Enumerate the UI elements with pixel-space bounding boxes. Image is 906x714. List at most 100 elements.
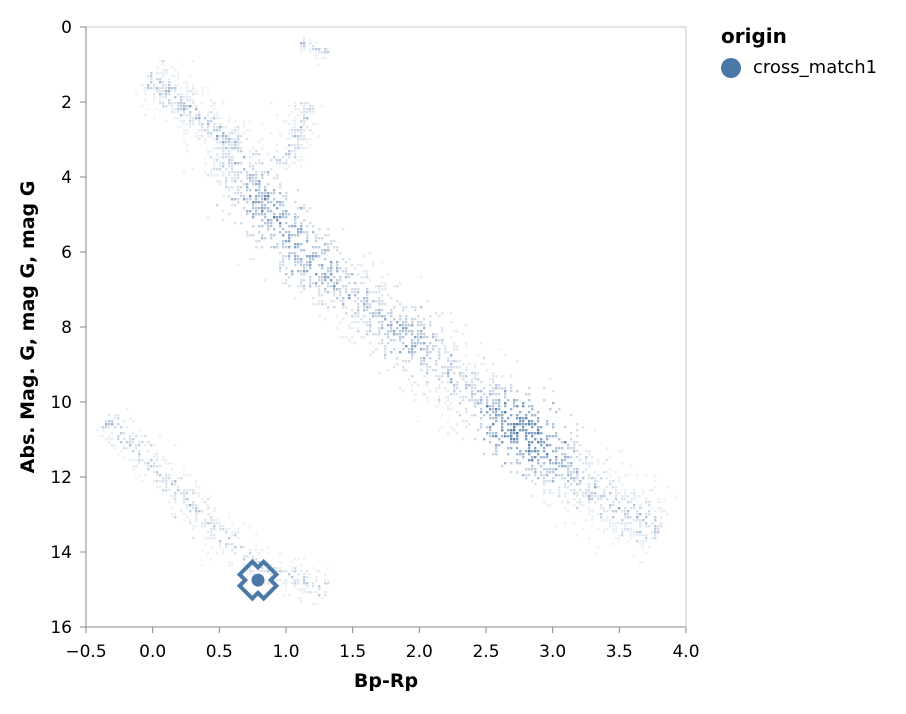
density-cell <box>318 300 321 303</box>
density-cell <box>333 276 336 279</box>
density-cell <box>474 405 477 408</box>
density-cell <box>297 147 300 150</box>
density-cell <box>411 348 414 351</box>
density-cell <box>186 132 189 135</box>
density-cell <box>555 459 558 462</box>
density-cell <box>225 531 228 534</box>
density-cell <box>159 465 162 468</box>
density-cell <box>387 333 390 336</box>
density-cell <box>336 261 339 264</box>
density-cell <box>636 516 639 519</box>
density-cell <box>618 492 621 495</box>
density-cell <box>489 441 492 444</box>
density-cell <box>222 165 225 168</box>
density-cell <box>306 261 309 264</box>
density-cell <box>189 114 192 117</box>
density-cell <box>162 489 165 492</box>
density-cell <box>183 519 186 522</box>
density-cell <box>510 408 513 411</box>
density-cell <box>222 162 225 165</box>
density-cell <box>198 114 201 117</box>
density-cell <box>528 450 531 453</box>
density-cell <box>660 525 663 528</box>
density-cell <box>171 462 174 465</box>
density-cell <box>291 162 294 165</box>
density-cell <box>138 444 141 447</box>
density-cell <box>558 447 561 450</box>
density-cell <box>246 234 249 237</box>
density-cell <box>567 501 570 504</box>
density-cell <box>165 462 168 465</box>
density-cell <box>204 129 207 132</box>
density-cell <box>201 87 204 90</box>
density-cell <box>627 501 630 504</box>
density-cell <box>567 498 570 501</box>
density-cell <box>462 372 465 375</box>
density-cell <box>189 510 192 513</box>
density-cell <box>402 309 405 312</box>
density-cell <box>285 279 288 282</box>
density-cell <box>243 123 246 126</box>
density-cell <box>231 132 234 135</box>
density-cell <box>270 564 273 567</box>
density-cell <box>222 141 225 144</box>
density-cell <box>303 138 306 141</box>
density-cell <box>273 216 276 219</box>
density-cell <box>261 177 264 180</box>
density-cell <box>246 177 249 180</box>
density-cell <box>315 240 318 243</box>
density-cell <box>246 210 249 213</box>
density-cell <box>414 342 417 345</box>
density-cell <box>588 498 591 501</box>
density-cell <box>516 435 519 438</box>
density-cell <box>555 462 558 465</box>
density-cell <box>453 387 456 390</box>
density-cell <box>657 507 660 510</box>
data-point[interactable] <box>251 573 265 587</box>
density-cell <box>243 558 246 561</box>
density-cell <box>285 159 288 162</box>
density-cell <box>285 210 288 213</box>
density-cell <box>231 180 234 183</box>
density-cell <box>198 111 201 114</box>
density-cell <box>426 363 429 366</box>
density-cell <box>315 123 318 126</box>
density-cell <box>309 261 312 264</box>
density-cell <box>636 510 639 513</box>
series-points <box>236 558 280 602</box>
density-cell <box>453 372 456 375</box>
density-cell <box>552 477 555 480</box>
density-cell <box>315 255 318 258</box>
density-cell <box>138 474 141 477</box>
density-cell <box>210 522 213 525</box>
density-cell <box>588 537 591 540</box>
density-cell <box>159 99 162 102</box>
density-cell <box>324 288 327 291</box>
density-cell <box>402 327 405 330</box>
density-cell <box>279 561 282 564</box>
density-cell <box>267 570 270 573</box>
density-cell <box>216 204 219 207</box>
density-cell <box>438 354 441 357</box>
density-cell <box>213 102 216 105</box>
density-cell <box>252 183 255 186</box>
density-cell <box>312 246 315 249</box>
legend-entry-cross-match1[interactable]: cross_match1 <box>721 57 877 78</box>
density-cell <box>570 465 573 468</box>
density-cell <box>423 393 426 396</box>
density-cell <box>144 462 147 465</box>
density-cell <box>258 180 261 183</box>
density-cell <box>330 243 333 246</box>
density-cell <box>237 129 240 132</box>
density-cell <box>288 240 291 243</box>
density-cell <box>645 537 648 540</box>
density-cell <box>258 141 261 144</box>
density-cell <box>510 438 513 441</box>
density-cell <box>612 531 615 534</box>
density-cell <box>630 516 633 519</box>
density-cell <box>591 516 594 519</box>
density-cell <box>621 450 624 453</box>
density-cell <box>210 168 213 171</box>
density-cell <box>168 84 171 87</box>
density-cell <box>231 147 234 150</box>
